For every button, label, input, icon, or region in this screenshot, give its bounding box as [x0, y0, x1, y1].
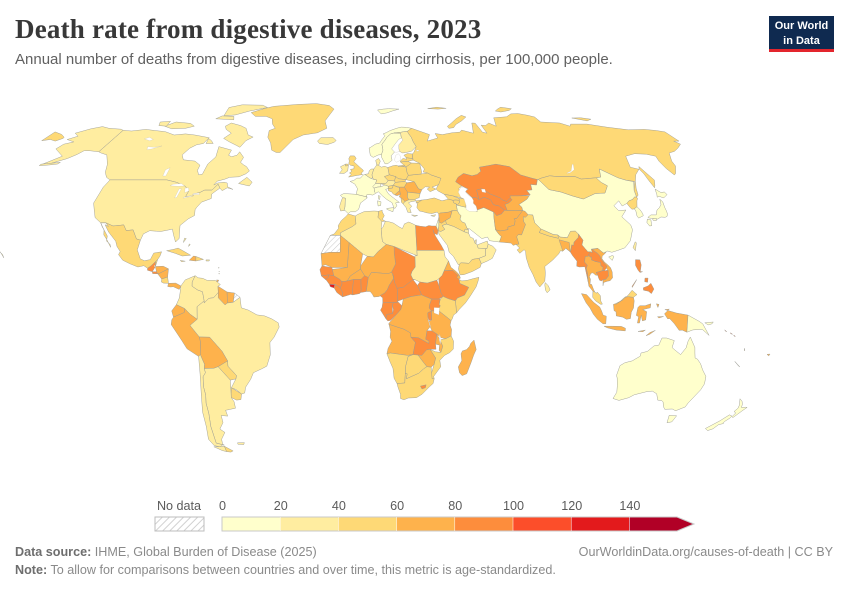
svg-text:120: 120	[561, 499, 582, 513]
svg-text:20: 20	[274, 499, 288, 513]
svg-text:100: 100	[503, 499, 524, 513]
svg-text:40: 40	[332, 499, 346, 513]
svg-text:60: 60	[390, 499, 404, 513]
svg-text:80: 80	[448, 499, 462, 513]
svg-text:0: 0	[219, 499, 226, 513]
svg-text:No data: No data	[157, 499, 201, 513]
svg-text:140: 140	[619, 499, 640, 513]
